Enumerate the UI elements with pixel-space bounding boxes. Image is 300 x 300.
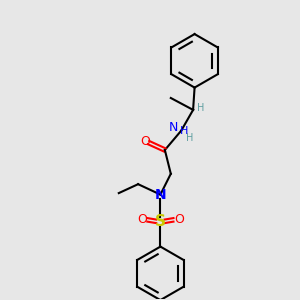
Text: O: O (140, 136, 150, 148)
Text: H: H (197, 103, 204, 113)
Text: H: H (180, 126, 188, 136)
Text: O: O (174, 213, 184, 226)
Text: O: O (137, 213, 147, 226)
Text: N: N (154, 188, 166, 202)
Text: H: H (186, 133, 193, 143)
Text: N: N (169, 121, 178, 134)
Text: S: S (155, 214, 166, 229)
